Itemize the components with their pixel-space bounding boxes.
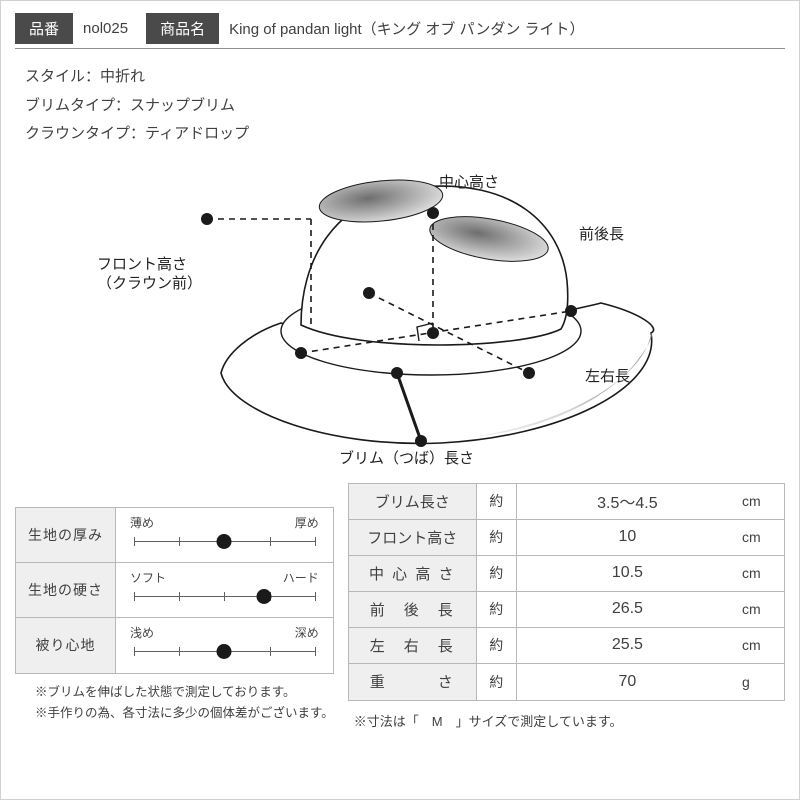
dims-wrap: ブリム長さ約3.5～4.5cmフロント高さ約10cm中 心 高 さ約10.5cm… xyxy=(348,483,785,730)
dim-unit: cm xyxy=(738,556,784,591)
slider-row: 生地の硬さソフト ハード xyxy=(16,563,333,618)
dim-row: 前 後 長約26.5cm xyxy=(349,592,784,628)
dim-approx: 約 xyxy=(477,520,517,555)
hat-svg xyxy=(1,153,800,483)
slider-max: ハード xyxy=(283,569,319,586)
slider-track xyxy=(130,647,319,657)
slider-min: 薄め xyxy=(130,514,154,531)
slider-row: 被り心地浅め 深め xyxy=(16,618,333,673)
slider-max: 厚め xyxy=(295,514,319,531)
label-brim: ブリム（つば）長さ xyxy=(339,449,474,469)
dimensions-table: ブリム長さ約3.5～4.5cmフロント高さ約10cm中 心 高 さ約10.5cm… xyxy=(348,483,785,701)
dim-unit: cm xyxy=(738,628,784,663)
slider-row: 生地の厚み薄め 厚め xyxy=(16,508,333,563)
label-center-height: 中心高さ xyxy=(439,173,499,193)
notes-left: ※ブリムを伸ばした状態で測定しております。 ※手作りの為、各寸法に多少の個体差が… xyxy=(15,674,334,725)
header-bar: 品番 nol025 商品名 King of pandan light（キング オ… xyxy=(1,1,799,44)
dim-label: 左 右 長 xyxy=(349,628,477,663)
dim-row: 左 右 長約25.5cm xyxy=(349,628,784,664)
slider-body: 薄め 厚め xyxy=(116,508,333,562)
sku-value: nol025 xyxy=(83,20,136,37)
dim-label: フロント高さ xyxy=(349,520,477,555)
dim-unit: cm xyxy=(738,520,784,555)
slider-track xyxy=(130,592,319,602)
note-size-m: ※寸法は「 M 」サイズで測定しています。 xyxy=(348,701,785,730)
slider-max: 深め xyxy=(295,624,319,641)
dim-unit: g xyxy=(738,664,784,700)
slider-track xyxy=(130,537,319,547)
dim-label: 前 後 長 xyxy=(349,592,477,627)
dim-unit: cm xyxy=(738,592,784,627)
dim-value: 10 xyxy=(517,520,738,555)
dim-unit: cm xyxy=(738,484,784,519)
slider-label: 生地の厚み xyxy=(16,508,116,562)
dim-label: ブリム長さ xyxy=(349,484,477,519)
spec-style: スタイル：中折れ xyxy=(25,63,775,92)
slider-min: 浅め xyxy=(130,624,154,641)
dim-label: 重 さ xyxy=(349,664,477,700)
slider-label: 被り心地 xyxy=(16,618,116,673)
name-label: 商品名 xyxy=(146,13,219,44)
note-measure-extended: ※ブリムを伸ばした状態で測定しております。 xyxy=(35,682,334,703)
name-value: King of pandan light（キング オブ パンダン ライト） xyxy=(229,18,592,39)
lower-panels: 生地の厚み薄め 厚め生地の硬さソフト ハード被り心地浅め 深め ※ブリムを伸ばした状態… xyxy=(1,483,799,730)
dim-value: 3.5～4.5 xyxy=(517,484,738,519)
slider-body: 浅め 深め xyxy=(116,618,333,673)
dim-approx: 約 xyxy=(477,556,517,591)
dim-value: 10.5 xyxy=(517,556,738,591)
dim-row: ブリム長さ約3.5～4.5cm xyxy=(349,484,784,520)
label-front-height-2: （クラウン前） xyxy=(97,275,202,292)
label-front-height-1: フロント高さ xyxy=(97,256,187,273)
sliders-table: 生地の厚み薄め 厚め生地の硬さソフト ハード被り心地浅め 深め xyxy=(15,507,334,674)
dim-approx: 約 xyxy=(477,484,517,519)
slider-dot xyxy=(217,644,232,659)
slider-dot xyxy=(257,589,272,604)
sliders-wrap: 生地の厚み薄め 厚め生地の硬さソフト ハード被り心地浅め 深め ※ブリムを伸ばした状態… xyxy=(15,483,334,725)
dim-approx: 約 xyxy=(477,664,517,700)
dim-label: 中 心 高 さ xyxy=(349,556,477,591)
dim-value: 70 xyxy=(517,664,738,700)
sku-label: 品番 xyxy=(15,13,73,44)
slider-label: 生地の硬さ xyxy=(16,563,116,617)
dim-approx: 約 xyxy=(477,628,517,663)
label-left-right: 左右長 xyxy=(585,367,630,387)
dim-row: フロント高さ約10cm xyxy=(349,520,784,556)
label-front-back: 前後長 xyxy=(579,225,624,245)
dim-row: 重 さ約70g xyxy=(349,664,784,700)
spec-brim-type: ブリムタイプ：スナップブリム xyxy=(25,92,775,121)
spec-lines: スタイル：中折れ ブリムタイプ：スナップブリム クラウンタイプ：ティアドロップ xyxy=(1,49,799,153)
dim-row: 中 心 高 さ約10.5cm xyxy=(349,556,784,592)
slider-dot xyxy=(217,534,232,549)
dim-value: 25.5 xyxy=(517,628,738,663)
note-handmade: ※手作りの為、各寸法に多少の個体差がございます。 xyxy=(35,703,334,724)
hat-diagram: 中心高さ 前後長 フロント高さ （クラウン前） 左右長 ブリム（つば）長さ xyxy=(1,153,799,483)
dim-value: 26.5 xyxy=(517,592,738,627)
dim-approx: 約 xyxy=(477,592,517,627)
spec-crown-type: クラウンタイプ：ティアドロップ xyxy=(25,120,775,149)
slider-min: ソフト xyxy=(130,569,166,586)
slider-body: ソフト ハード xyxy=(116,563,333,617)
